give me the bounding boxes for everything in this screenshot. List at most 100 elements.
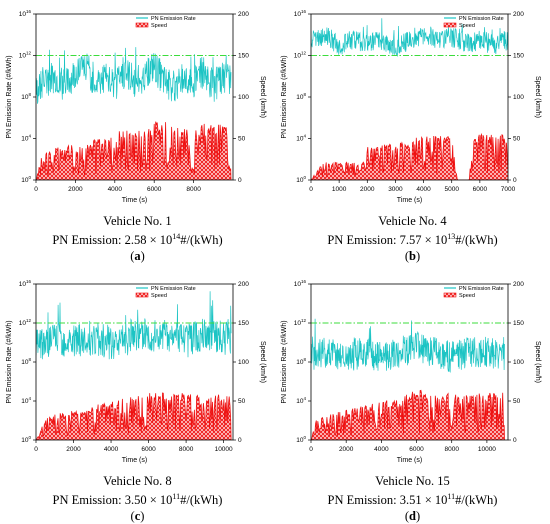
chart-panel-b: 0 1000 2000 3000 4000 5000 6000 7000 Time (s) 100… (275, 0, 550, 210)
y-left-tick-label: 1016 (294, 9, 307, 18)
x-tick-label: 10000 (478, 446, 496, 453)
chart-panel-d: 0 2000 4000 6000 8000 10000 Time (s) 100 104 108 1… (275, 270, 550, 470)
y-left-axis-label: PN Emission Rate (#/kWh) (6, 55, 13, 138)
caption-a: Vehicle No. 1 PN Emission: 2.58 × 1014#/… (0, 213, 275, 264)
x-tick-label: 6000 (141, 446, 156, 453)
x-tick-label: 8000 (179, 446, 194, 453)
y-right-tick-label: 150 (238, 53, 249, 60)
y-right-tick-label: 0 (238, 177, 242, 184)
y-right-tick-label: 200 (238, 281, 249, 288)
plot-area (311, 318, 505, 440)
x-tick-label: 1000 (332, 186, 347, 193)
caption-emission: PN Emission: 2.58 × 1014#/(kWh) (52, 232, 223, 248)
panel-label: (a) (130, 249, 145, 264)
x-tick-label: 2000 (339, 446, 354, 453)
pn-emission-series (311, 18, 508, 57)
y-left-tick-label: 1016 (19, 279, 32, 288)
x-tick-label: 2000 (360, 186, 375, 193)
y-right-tick-label: 200 (238, 11, 249, 18)
caption-b: Vehicle No. 4 PN Emission: 7.57 × 1013#/… (275, 213, 550, 264)
y-left-tick-label: 1012 (19, 51, 32, 60)
panel-label: (d) (404, 509, 421, 524)
caption-emission: PN Emission: 3.50 × 1011#/(kWh) (52, 492, 223, 508)
speed-series (311, 389, 505, 440)
x-tick-label: 0 (309, 446, 313, 453)
legend-pn-label: PN Emission Rate (459, 16, 504, 22)
y-right-tick-label: 100 (238, 94, 249, 101)
legend-speed-label: Speed (459, 293, 475, 299)
x-tick-label: 2000 (66, 446, 81, 453)
y-left-tick-label: 104 (296, 134, 306, 143)
y-left-tick-label: 100 (296, 175, 306, 184)
pn-emission-series (311, 318, 505, 373)
legend-speed-label: Speed (459, 23, 475, 29)
y-right-axis-label: Speed (km/h) (259, 76, 266, 118)
plot-area (36, 291, 232, 440)
x-tick-label: 0 (309, 186, 313, 193)
x-tick-label: 7000 (501, 186, 516, 193)
x-tick-label: 4000 (374, 446, 389, 453)
speed-series (311, 132, 508, 180)
x-tick-label: 2000 (68, 186, 83, 193)
caption-title: Vehicle No. 4 (378, 214, 447, 228)
legend-pn-label: PN Emission Rate (459, 286, 504, 292)
x-tick-label: 8000 (186, 186, 201, 193)
x-tick-label: 6000 (147, 186, 162, 193)
x-tick-label: 6000 (409, 446, 424, 453)
caption-emission: PN Emission: 7.57 × 1013#/(kWh) (327, 232, 498, 248)
y-left-tick-label: 1016 (19, 9, 32, 18)
plot-area (311, 18, 508, 180)
y-left-tick-label: 104 (296, 396, 306, 405)
legend-speed-swatch (135, 22, 149, 28)
x-tick-label: 8000 (444, 446, 459, 453)
x-axis-label: Time (s) (397, 457, 422, 464)
legend-speed-swatch (443, 292, 457, 298)
y-right-tick-label: 200 (513, 11, 524, 18)
y-right-tick-label: 150 (513, 53, 524, 60)
y-right-tick-label: 100 (513, 359, 524, 366)
y-left-tick-label: 1012 (294, 318, 307, 327)
y-right-tick-label: 0 (238, 437, 242, 444)
y-left-tick-label: 100 (296, 435, 306, 444)
caption-c: Vehicle No. 8 PN Emission: 3.50 × 1011#/… (0, 473, 275, 524)
x-tick-label: 5000 (444, 186, 459, 193)
caption-d: Vehicle No. 15 PN Emission: 3.51 × 1011#… (275, 473, 550, 524)
caption-title: Vehicle No. 15 (375, 474, 450, 488)
panel-label: (c) (130, 509, 145, 524)
y-left-axis-label: PN Emission Rate (#/kWh) (6, 320, 13, 403)
x-tick-label: 4000 (416, 186, 431, 193)
chart-panel-c: 0 2000 4000 6000 8000 10000 Time (s) 100 104 108 1… (0, 270, 275, 470)
y-left-tick-label: 1012 (19, 318, 32, 327)
y-right-tick-label: 0 (513, 177, 517, 184)
y-left-axis-label: PN Emission Rate (#/kWh) (281, 55, 288, 138)
x-axis-label: Time (s) (397, 197, 422, 204)
x-tick-label: 4000 (108, 186, 123, 193)
legend-speed-swatch (443, 22, 457, 28)
y-right-tick-label: 100 (513, 94, 524, 101)
speed-series (36, 392, 232, 440)
y-right-tick-label: 200 (513, 281, 524, 288)
y-left-tick-label: 100 (21, 175, 31, 184)
y-right-tick-label: 50 (238, 136, 246, 143)
y-left-tick-label: 100 (21, 435, 31, 444)
legend-speed-label: Speed (151, 293, 167, 299)
caption-title: Vehicle No. 8 (103, 474, 172, 488)
y-right-tick-label: 50 (513, 398, 521, 405)
pn-emission-series (36, 291, 232, 360)
y-left-axis-label: PN Emission Rate (#/kWh) (281, 320, 288, 403)
y-left-tick-label: 1016 (294, 279, 307, 288)
pn-emission-series (36, 47, 232, 104)
y-right-tick-label: 150 (513, 320, 524, 327)
panel-label: (b) (404, 249, 421, 264)
legend-pn-label: PN Emission Rate (151, 16, 196, 22)
chart-panel-a: 0 2000 4000 6000 8000 Time (s) 100 104 108 1012 10… (0, 0, 275, 210)
x-tick-label: 6000 (473, 186, 488, 193)
x-axis-label: Time (s) (122, 197, 147, 204)
x-tick-label: 0 (34, 446, 38, 453)
